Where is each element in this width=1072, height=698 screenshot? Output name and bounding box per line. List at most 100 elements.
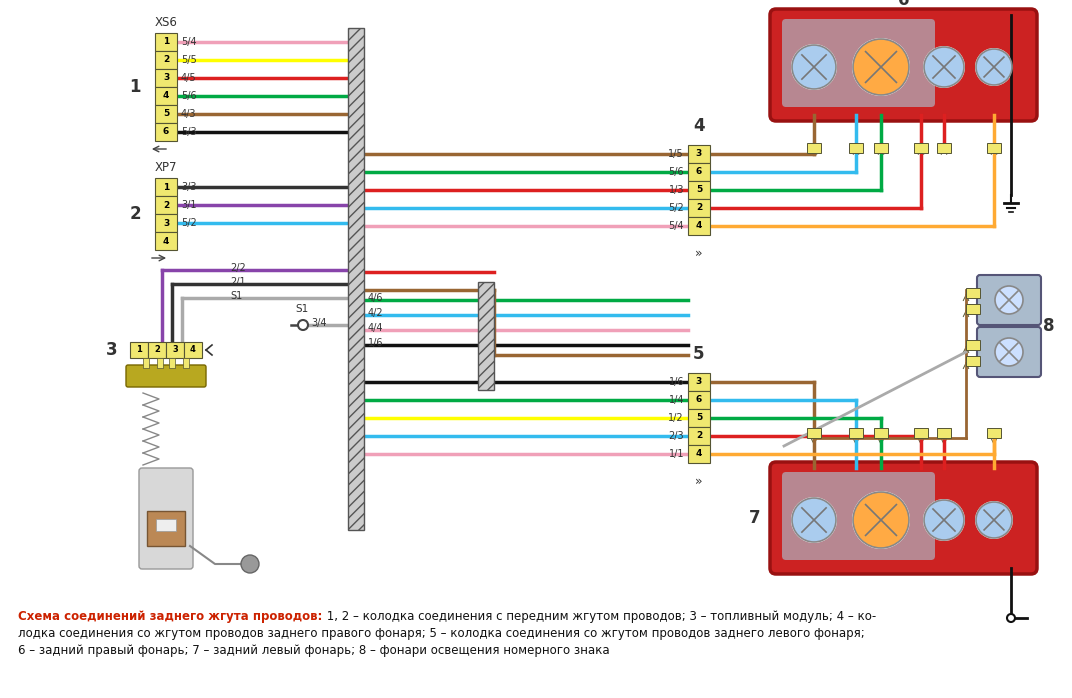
Text: лодка соединения со жгутом проводов заднего правого фонаря; 5 – колодка соединен: лодка соединения со жгутом проводов задн… bbox=[18, 627, 865, 640]
Text: 3: 3 bbox=[163, 218, 169, 228]
Circle shape bbox=[976, 501, 1013, 539]
Text: 2/3: 2/3 bbox=[668, 431, 684, 441]
Bar bbox=[155, 69, 177, 87]
Bar bbox=[987, 143, 1001, 153]
Text: 4/2: 4/2 bbox=[368, 308, 384, 318]
Bar bbox=[155, 214, 177, 232]
Circle shape bbox=[791, 497, 837, 543]
Bar bbox=[147, 511, 185, 546]
Circle shape bbox=[853, 492, 909, 548]
Text: Схема соединений заднего жгута проводов:: Схема соединений заднего жгута проводов: bbox=[18, 610, 323, 623]
Bar bbox=[166, 342, 184, 358]
Text: 3/4: 3/4 bbox=[311, 318, 327, 328]
Bar bbox=[966, 288, 980, 298]
Text: 1/5: 1/5 bbox=[668, 149, 684, 159]
Text: 2/2: 2/2 bbox=[230, 263, 245, 273]
Text: 4/3: 4/3 bbox=[181, 109, 196, 119]
Circle shape bbox=[976, 502, 1012, 538]
Text: 6: 6 bbox=[696, 168, 702, 177]
Text: 8: 8 bbox=[1043, 317, 1055, 335]
Text: 5/5: 5/5 bbox=[181, 55, 197, 65]
Text: »: » bbox=[695, 475, 703, 487]
Text: 5: 5 bbox=[696, 413, 702, 422]
Circle shape bbox=[1007, 614, 1015, 622]
Bar bbox=[155, 33, 177, 51]
Text: 1/6: 1/6 bbox=[669, 377, 684, 387]
Circle shape bbox=[792, 498, 836, 542]
FancyBboxPatch shape bbox=[781, 472, 935, 560]
Bar bbox=[874, 143, 888, 153]
Text: 4/5: 4/5 bbox=[181, 73, 196, 83]
Bar bbox=[155, 51, 177, 69]
Text: 5/4: 5/4 bbox=[668, 221, 684, 231]
Text: 5/6: 5/6 bbox=[668, 167, 684, 177]
Bar bbox=[807, 428, 821, 438]
Text: 3: 3 bbox=[696, 378, 702, 387]
Text: 5: 5 bbox=[696, 186, 702, 195]
Bar bbox=[688, 163, 710, 181]
Text: 3: 3 bbox=[163, 73, 169, 82]
Bar bbox=[157, 519, 176, 531]
Bar bbox=[688, 181, 710, 199]
Text: S1: S1 bbox=[296, 304, 309, 314]
Bar bbox=[155, 87, 177, 105]
Text: 3/3: 3/3 bbox=[181, 182, 196, 192]
FancyBboxPatch shape bbox=[126, 365, 206, 387]
Bar bbox=[184, 342, 202, 358]
Text: 4/6: 4/6 bbox=[368, 293, 384, 303]
Text: 6: 6 bbox=[696, 396, 702, 405]
Text: 3: 3 bbox=[696, 149, 702, 158]
Bar bbox=[874, 428, 888, 438]
Text: 1/1: 1/1 bbox=[669, 449, 684, 459]
Text: 1: 1 bbox=[136, 346, 142, 355]
Text: XP7: XP7 bbox=[154, 161, 177, 174]
Bar bbox=[807, 143, 821, 153]
Bar bbox=[966, 340, 980, 350]
Text: 1/3: 1/3 bbox=[669, 185, 684, 195]
Circle shape bbox=[924, 500, 964, 540]
Bar bbox=[688, 427, 710, 445]
Circle shape bbox=[923, 499, 965, 541]
Text: »: » bbox=[695, 246, 703, 260]
Bar bbox=[987, 428, 1001, 438]
Text: 6: 6 bbox=[163, 128, 169, 137]
Bar bbox=[849, 143, 863, 153]
Text: 1/4: 1/4 bbox=[669, 395, 684, 405]
Text: 2: 2 bbox=[696, 204, 702, 212]
Text: 4: 4 bbox=[163, 91, 169, 101]
Text: 1/2: 1/2 bbox=[668, 413, 684, 423]
Bar bbox=[155, 196, 177, 214]
Circle shape bbox=[792, 45, 836, 89]
Bar bbox=[155, 105, 177, 123]
Text: 2: 2 bbox=[154, 346, 160, 355]
Text: 1: 1 bbox=[163, 182, 169, 191]
Bar bbox=[183, 358, 189, 368]
Text: 3/1: 3/1 bbox=[181, 200, 196, 210]
Text: 2: 2 bbox=[163, 56, 169, 64]
Circle shape bbox=[853, 39, 909, 95]
Text: 5: 5 bbox=[694, 345, 704, 363]
Circle shape bbox=[923, 46, 965, 88]
Text: 4: 4 bbox=[696, 450, 702, 459]
Bar bbox=[937, 428, 951, 438]
Bar bbox=[688, 445, 710, 463]
FancyBboxPatch shape bbox=[977, 275, 1041, 325]
Text: 4: 4 bbox=[163, 237, 169, 246]
Bar bbox=[478, 282, 494, 390]
Circle shape bbox=[924, 47, 964, 87]
Text: XS6: XS6 bbox=[154, 16, 178, 29]
Text: 4: 4 bbox=[190, 346, 196, 355]
Circle shape bbox=[852, 38, 910, 96]
Bar bbox=[688, 409, 710, 427]
Bar bbox=[688, 373, 710, 391]
Text: 1, 2 – колодка соединения с передним жгутом проводов; 3 – топливный модуль; 4 – : 1, 2 – колодка соединения с передним жгу… bbox=[323, 610, 876, 623]
Text: 3: 3 bbox=[173, 346, 178, 355]
Text: 4/4: 4/4 bbox=[368, 323, 384, 333]
Circle shape bbox=[791, 44, 837, 90]
Text: 3: 3 bbox=[106, 341, 118, 359]
Text: 5/2: 5/2 bbox=[181, 218, 197, 228]
Circle shape bbox=[976, 49, 1012, 85]
Text: S1: S1 bbox=[230, 291, 242, 301]
Bar bbox=[148, 342, 166, 358]
Text: 1: 1 bbox=[130, 78, 140, 96]
